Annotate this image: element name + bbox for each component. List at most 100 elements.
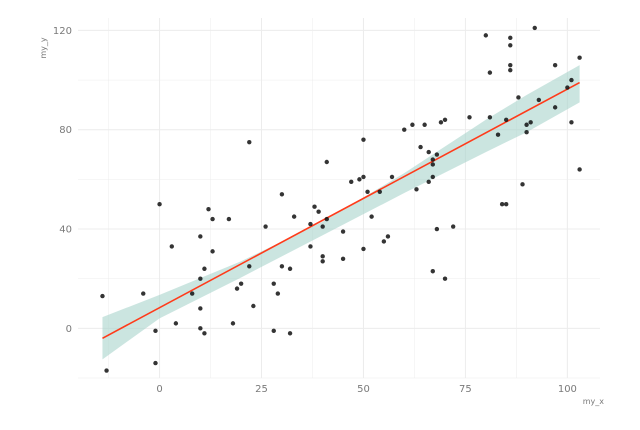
y-tick-label: 40 [59, 225, 72, 236]
data-point [426, 179, 431, 185]
data-point [238, 281, 244, 286]
data-point [320, 259, 325, 264]
data-point [442, 276, 448, 281]
data-point [361, 174, 366, 180]
data-point [340, 256, 346, 262]
data-point [153, 360, 158, 366]
data-point [442, 117, 448, 122]
tick-labels: 0 25 50 75 100 0 40 80 120 [53, 26, 577, 395]
data-point [226, 216, 232, 222]
data-point [528, 120, 533, 125]
data-point [552, 105, 558, 110]
data-point [569, 77, 574, 83]
data-point [508, 43, 513, 48]
data-point [340, 229, 346, 234]
data-point [234, 286, 240, 291]
data-point [414, 187, 419, 192]
data-point [320, 224, 325, 229]
x-tick-label: 25 [255, 384, 268, 395]
data-point [430, 157, 435, 162]
data-point [153, 328, 158, 334]
data-point [430, 174, 435, 180]
data-point [263, 224, 268, 229]
data-point [251, 303, 256, 309]
data-point [508, 62, 513, 68]
data-point [291, 214, 297, 219]
data-point [438, 120, 444, 125]
data-point [532, 25, 537, 31]
data-point [173, 321, 179, 326]
data-point [552, 62, 558, 68]
data-point [483, 33, 489, 38]
data-point [565, 85, 570, 90]
data-point [520, 182, 525, 187]
data-point [487, 70, 493, 75]
data-point [467, 115, 472, 120]
data-point [316, 209, 321, 214]
data-point [536, 97, 542, 103]
data-point [198, 234, 203, 239]
data-point [361, 137, 366, 142]
data-point [524, 122, 529, 127]
data-point [320, 254, 325, 259]
data-point [361, 246, 366, 252]
data-point [499, 202, 505, 207]
data-point [524, 130, 529, 135]
data-points [100, 25, 582, 373]
data-point [287, 266, 293, 271]
data-point [198, 326, 203, 331]
data-point [430, 162, 435, 167]
data-point [381, 239, 387, 244]
data-point [422, 122, 427, 127]
confidence-band-layer [102, 65, 580, 360]
data-point [426, 149, 431, 155]
data-point [247, 264, 252, 269]
x-tick-label: 75 [459, 384, 472, 395]
data-point [516, 95, 521, 100]
data-point [418, 144, 423, 150]
data-point [577, 55, 582, 60]
data-point [402, 127, 407, 132]
data-point [389, 174, 395, 180]
data-point [287, 331, 293, 336]
data-point [434, 152, 440, 157]
data-point [377, 189, 382, 194]
data-point [279, 264, 285, 269]
data-point [275, 291, 281, 296]
data-point [100, 293, 105, 299]
data-point [324, 216, 329, 222]
data-point [141, 291, 146, 296]
data-point [247, 139, 252, 145]
data-point [308, 221, 313, 227]
data-point [508, 35, 513, 41]
data-point [369, 214, 374, 219]
data-point [324, 159, 329, 165]
data-point [410, 122, 415, 127]
data-point [198, 276, 203, 281]
data-point [189, 291, 195, 296]
y-tick-label: 120 [53, 26, 72, 37]
regression-line-layer [102, 81, 580, 339]
grid-lines [78, 18, 600, 379]
data-point [508, 67, 513, 73]
data-point [104, 368, 109, 373]
data-point [271, 281, 276, 286]
data-point [349, 179, 354, 185]
y-axis-title: my_y [39, 37, 48, 59]
data-point [202, 266, 207, 271]
data-point [308, 244, 313, 249]
data-point [365, 189, 370, 194]
regression-line [102, 81, 580, 339]
data-point [357, 177, 362, 182]
data-point [577, 167, 582, 172]
x-axis-title: my_x [583, 397, 605, 406]
data-point [569, 120, 574, 125]
data-point [312, 204, 317, 209]
data-point [385, 234, 391, 239]
y-tick-label: 80 [59, 125, 72, 136]
confidence-band [102, 65, 580, 360]
data-point [210, 216, 215, 222]
data-point [495, 132, 501, 137]
data-point [279, 192, 285, 197]
